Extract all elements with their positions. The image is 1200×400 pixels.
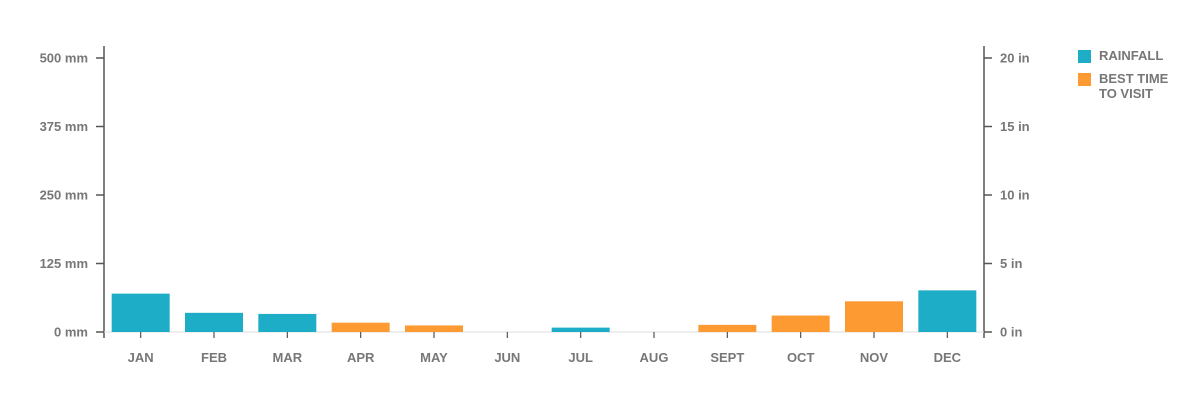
bar-sept	[698, 324, 757, 332]
bars-group	[111, 290, 977, 332]
right-tick-label: 5 in	[1000, 256, 1022, 271]
legend-label-rainfall: RAINFALL	[1099, 48, 1164, 63]
month-label-mar: MAR	[273, 350, 303, 365]
month-label-nov: NOV	[860, 350, 889, 365]
bar-nov	[845, 301, 903, 332]
bar-dec	[918, 290, 977, 332]
bar-apr	[331, 322, 390, 332]
bar-oct	[771, 315, 830, 332]
bar-jan	[111, 293, 170, 332]
left-tick-label: 250 mm	[40, 188, 88, 203]
legend: RAINFALL BEST TIME TO VISIT	[1078, 48, 1193, 109]
rainfall-swatch	[1078, 50, 1091, 63]
left-tick-label: 500 mm	[40, 51, 88, 66]
legend-label-best-time: BEST TIME TO VISIT	[1099, 71, 1169, 101]
right-axis-ticks: 0 in 5 in 10 in 15 in 20 in	[984, 51, 1030, 340]
left-tick-label: 375 mm	[40, 119, 88, 134]
right-tick-label: 15 in	[1000, 119, 1030, 134]
legend-item-best-time: BEST TIME TO VISIT	[1078, 71, 1193, 101]
month-label-apr: APR	[347, 350, 375, 365]
month-label-sept: SEPT	[710, 350, 744, 365]
month-label-aug: AUG	[640, 350, 669, 365]
right-tick-label: 10 in	[1000, 188, 1030, 203]
right-tick-label: 0 in	[1000, 325, 1022, 340]
month-label-jul: JUL	[568, 350, 593, 365]
bar-jul	[551, 327, 610, 332]
month-label-jan: JAN	[128, 350, 154, 365]
best-time-swatch	[1078, 73, 1091, 86]
month-label-feb: FEB	[201, 350, 227, 365]
bar-feb	[185, 312, 243, 332]
month-label-oct: OCT	[787, 350, 815, 365]
right-tick-label: 20 in	[1000, 51, 1030, 66]
month-label-may: MAY	[420, 350, 448, 365]
left-tick-label: 125 mm	[40, 256, 88, 271]
month-label-dec: DEC	[934, 350, 962, 365]
legend-item-rainfall: RAINFALL	[1078, 48, 1193, 63]
month-label-jun: JUN	[494, 350, 520, 365]
left-tick-label: 0 mm	[54, 325, 88, 340]
left-axis-ticks: 0 mm 125 mm 250 mm 375 mm 500 mm	[40, 51, 104, 340]
bar-mar	[258, 313, 317, 332]
month-labels: JAN FEB MAR APR MAY JUN JUL AUG SEPT OCT NOV DEC	[128, 332, 962, 365]
bar-may	[405, 325, 463, 332]
